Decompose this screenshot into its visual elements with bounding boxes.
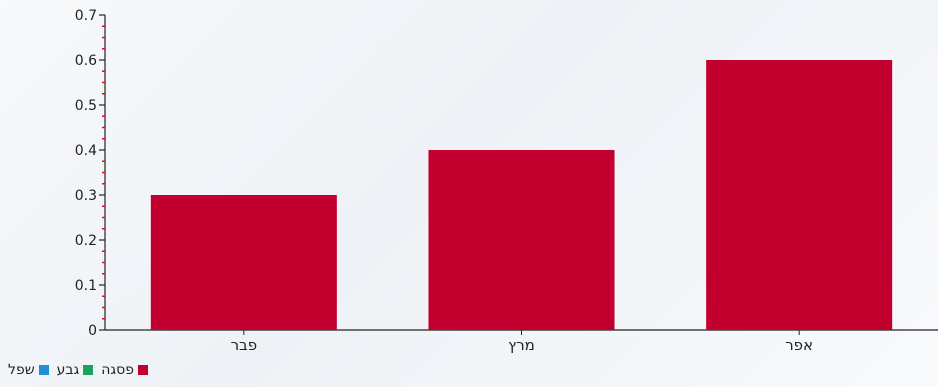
y-tick-label: 0.4 [75, 143, 97, 159]
legend-swatch [83, 365, 94, 375]
legend-swatch [38, 365, 49, 375]
bar [428, 150, 615, 330]
legend-item: גבע [57, 362, 94, 378]
y-tick-label: 0.7 [75, 8, 97, 24]
legend: פסגה גבע שפל [8, 362, 149, 378]
y-tick-label: 0.2 [75, 233, 97, 249]
bar [706, 60, 893, 330]
y-tick-label: 0.5 [75, 98, 97, 114]
x-tick-label: מרץ [508, 336, 535, 354]
x-tick-label: פבר [231, 336, 258, 354]
y-tick-label: 0.6 [75, 53, 97, 69]
y-tick-label: 0 [88, 323, 97, 339]
legend-label: שפל [8, 362, 35, 378]
y-tick-label: 0.1 [75, 278, 97, 294]
legend-label: גבע [56, 362, 80, 378]
legend-label: פסגה [101, 362, 135, 378]
x-tick-label: אפר [785, 336, 813, 354]
legend-item: פסגה [101, 362, 149, 378]
legend-swatch [138, 365, 149, 375]
bar [150, 195, 337, 330]
legend-item: שפל [8, 362, 49, 378]
y-tick-label: 0.3 [75, 188, 97, 204]
